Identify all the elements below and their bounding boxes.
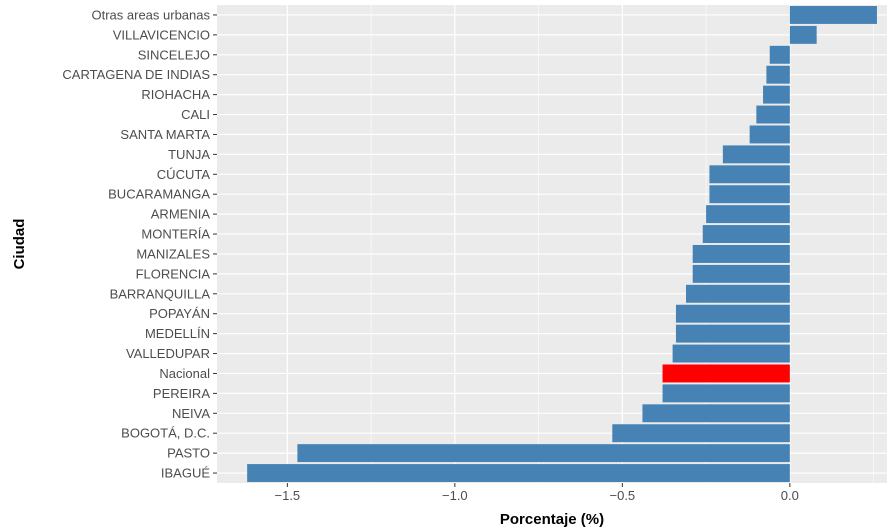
y-tick-label-monteria: MONTERÍA <box>141 227 210 242</box>
y-tick-label-cali: CALI <box>181 107 210 122</box>
bars <box>247 5 877 483</box>
y-tick-label-florencia: FLORENCIA <box>136 266 211 281</box>
x-axis-ticks: −1.5 −1.0 −0.5 0.0 <box>275 483 799 503</box>
bar-cucuta <box>709 165 790 184</box>
bar-pasto <box>297 444 790 463</box>
y-tick-label-villavicencio: VILLAVICENCIO <box>113 27 210 42</box>
bar-bucaramanga <box>709 185 790 204</box>
bar-barranquilla <box>686 284 790 303</box>
bar-armenia <box>706 205 790 224</box>
y-tick-label-neiva: NEIVA <box>172 406 210 421</box>
x-tick-label: −1.0 <box>442 488 468 503</box>
y-tick-label-pasto: PASTO <box>167 446 210 461</box>
bar-florencia <box>692 264 790 283</box>
x-axis-title: Porcentaje (%) <box>500 511 604 528</box>
y-axis-ticks: Otras areas urbanas VILLAVICENCIO SINCELEJ… <box>62 7 217 481</box>
plot-panel <box>217 5 887 483</box>
y-tick-label-tunja: TUNJA <box>168 147 210 162</box>
y-tick-label-pereira: PEREIRA <box>153 386 210 401</box>
bar-ibague <box>247 464 790 483</box>
bar-tunja <box>722 145 790 164</box>
y-tick-label-riohacha: RIOHACHA <box>141 87 210 102</box>
y-tick-label-cucuta: CÚCUTA <box>157 167 211 182</box>
bar-popayan <box>675 304 790 323</box>
y-tick-label-manizales: MANIZALES <box>136 246 210 261</box>
y-tick-label-medellin: MEDELLÍN <box>145 326 210 341</box>
x-tick-label: 0.0 <box>781 488 799 503</box>
bar-manizales <box>692 244 790 263</box>
y-tick-label-bucaramanga: BUCARAMANGA <box>108 187 210 202</box>
y-tick-label-sincelejo: SINCELEJO <box>138 47 210 62</box>
bar-valledupar <box>672 344 790 363</box>
bar-neiva <box>642 404 790 423</box>
bar-otras-areas-urbanas <box>789 5 877 24</box>
bar-pereira <box>662 384 790 403</box>
y-tick-label-nacional: Nacional <box>159 366 210 381</box>
y-tick-label-barranquilla: BARRANQUILLA <box>110 286 211 301</box>
bar-cali <box>756 105 790 124</box>
y-tick-label-armenia: ARMENIA <box>151 207 211 222</box>
y-tick-label-bogota-d-c: BOGOTÁ, D.C. <box>121 426 210 441</box>
y-tick-label-otras-areas-urbanas: Otras areas urbanas <box>91 7 210 22</box>
bar-riohacha <box>763 85 790 104</box>
bar-sincelejo <box>769 45 790 64</box>
y-tick-label-santa-marta: SANTA MARTA <box>120 127 210 142</box>
bar-villavicencio <box>789 25 817 44</box>
x-tick-label: −0.5 <box>610 488 636 503</box>
bar-monteria <box>702 225 790 244</box>
bar-cartagena-de-indias <box>766 65 790 84</box>
bar-medellin <box>675 324 790 343</box>
y-tick-label-popayan: POPAYÁN <box>149 306 210 321</box>
y-tick-label-cartagena-de-indias: CARTAGENA DE INDIAS <box>62 67 210 82</box>
y-tick-label-valledupar: VALLEDUPAR <box>126 346 210 361</box>
bar-bogota-d-c <box>612 424 790 443</box>
y-tick-label-ibague: IBAGUÉ <box>161 466 210 481</box>
y-axis-title: Ciudad <box>11 219 28 270</box>
x-tick-label: −1.5 <box>275 488 301 503</box>
bar-santa-marta <box>749 125 790 144</box>
bar-nacional <box>662 364 790 383</box>
